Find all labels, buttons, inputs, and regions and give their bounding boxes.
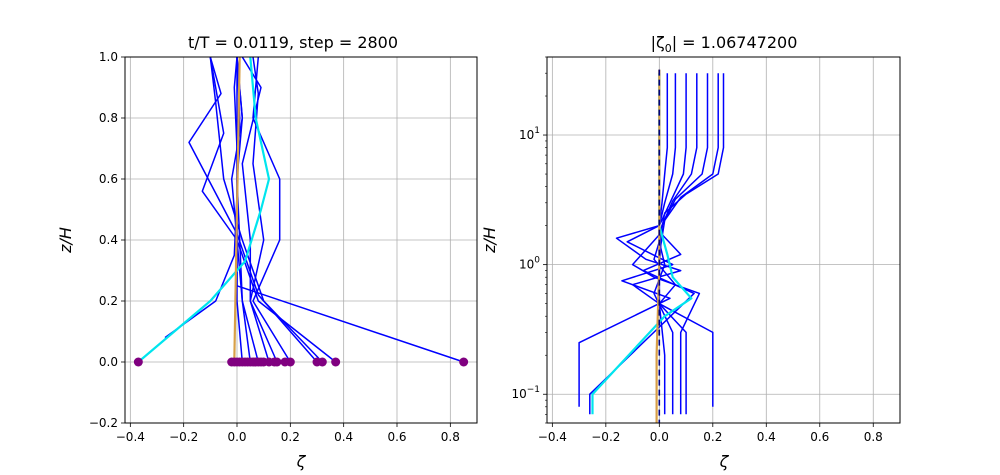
right-panel: |ζ0| = 1.06747200 −0.4 −0.2 0.0 0.2 0.4 0.6 0.…	[480, 33, 901, 471]
left-x-tick-label: 0.2	[281, 430, 300, 444]
left-panel-x-ticks: −0.4 −0.2 0.0 0.2 0.4 0.6 0.8	[116, 423, 460, 444]
right-x-tick-label: −0.4	[538, 430, 567, 444]
left-panel-title: t/T = 0.0119, step = 2800	[188, 33, 398, 52]
left-panel-x-axis-label: ζ	[296, 452, 307, 471]
right-x-tick-label: 0.2	[703, 430, 722, 444]
right-x-tick-label: 0.8	[864, 430, 883, 444]
left-x-tick-label: −0.4	[116, 430, 145, 444]
left-y-tick-label: 0.0	[99, 355, 118, 369]
right-mean-line	[655, 69, 661, 423]
right-profile-line	[653, 241, 687, 415]
left-x-tick-label: 0.8	[441, 430, 460, 444]
left-y-tick-label: 0.4	[99, 233, 118, 247]
left-panel-y-ticks: −0.2 0.0 0.2 0.4 0.6 0.8 1.0	[89, 50, 125, 430]
right-panel-plot-area	[578, 69, 725, 423]
right-x-tick-label: 0.4	[757, 430, 776, 444]
right-current-line	[591, 73, 693, 415]
left-panel-y-axis-label: z/H	[56, 227, 75, 254]
right-y-tick-exponent: 1	[534, 126, 540, 136]
left-profile-line	[188, 57, 318, 363]
right-y-tick-base: 10	[511, 387, 526, 401]
right-y-tick-label: 10−1	[511, 385, 540, 401]
left-current-line	[137, 57, 271, 363]
right-panel-title-subscript: 0	[665, 42, 672, 55]
right-panel-frame	[546, 56, 901, 424]
right-y-tick-label: 101	[519, 126, 540, 142]
left-boundary-point	[133, 357, 143, 367]
left-boundary-point	[317, 357, 327, 367]
right-profile-line	[631, 234, 701, 415]
left-y-tick-label: 0.2	[99, 294, 118, 308]
left-x-tick-label: 0.4	[334, 430, 353, 444]
right-profile-line	[658, 73, 677, 226]
left-boundary-point	[285, 357, 295, 367]
right-profile-line	[653, 241, 674, 415]
left-x-tick-label: 0.0	[227, 430, 246, 444]
right-x-tick-label: −0.2	[591, 430, 620, 444]
right-y-tick-base: 10	[519, 128, 534, 142]
right-panel-title: |ζ0| = 1.06747200	[651, 33, 798, 55]
right-panel-title-prefix: |ζ	[651, 33, 665, 52]
left-panel: t/T = 0.0119, step = 2800 −0.4 −0.2 0.0 0.2…	[56, 33, 478, 471]
right-panel-y-axis-label: z/H	[480, 227, 499, 254]
left-x-tick-label: −0.2	[169, 430, 198, 444]
left-y-tick-label: 0.6	[99, 172, 118, 186]
left-boundary-point	[272, 357, 282, 367]
right-panel-title-suffix: | = 1.06747200	[672, 33, 798, 52]
right-y-tick-exponent: −1	[527, 385, 540, 395]
right-panel-x-axis-label: ζ	[719, 452, 730, 471]
left-x-tick-label: 0.6	[387, 430, 406, 444]
left-panel-plot-area	[133, 57, 469, 367]
right-y-tick-label: 100	[519, 256, 540, 272]
right-profile-line	[658, 73, 669, 226]
left-y-tick-label: 1.0	[99, 50, 118, 64]
right-x-tick-label: 0.6	[810, 430, 829, 444]
left-y-tick-label: −0.2	[89, 416, 118, 430]
right-y-tick-exponent: 0	[534, 256, 540, 266]
left-profile-line	[201, 57, 337, 363]
left-y-tick-label: 0.8	[99, 111, 118, 125]
left-boundary-point	[331, 357, 341, 367]
left-profile-line	[236, 57, 252, 363]
right-y-tick-base: 10	[519, 258, 534, 272]
right-x-tick-label: 0.0	[650, 430, 669, 444]
right-profile-line	[578, 224, 674, 407]
left-mean-line	[233, 57, 241, 363]
left-profile-line	[249, 57, 278, 363]
left-profile-line	[241, 57, 270, 363]
right-panel-x-ticks: −0.4 −0.2 0.0 0.2 0.4 0.6 0.8	[538, 423, 883, 444]
left-boundary-point	[459, 357, 469, 367]
